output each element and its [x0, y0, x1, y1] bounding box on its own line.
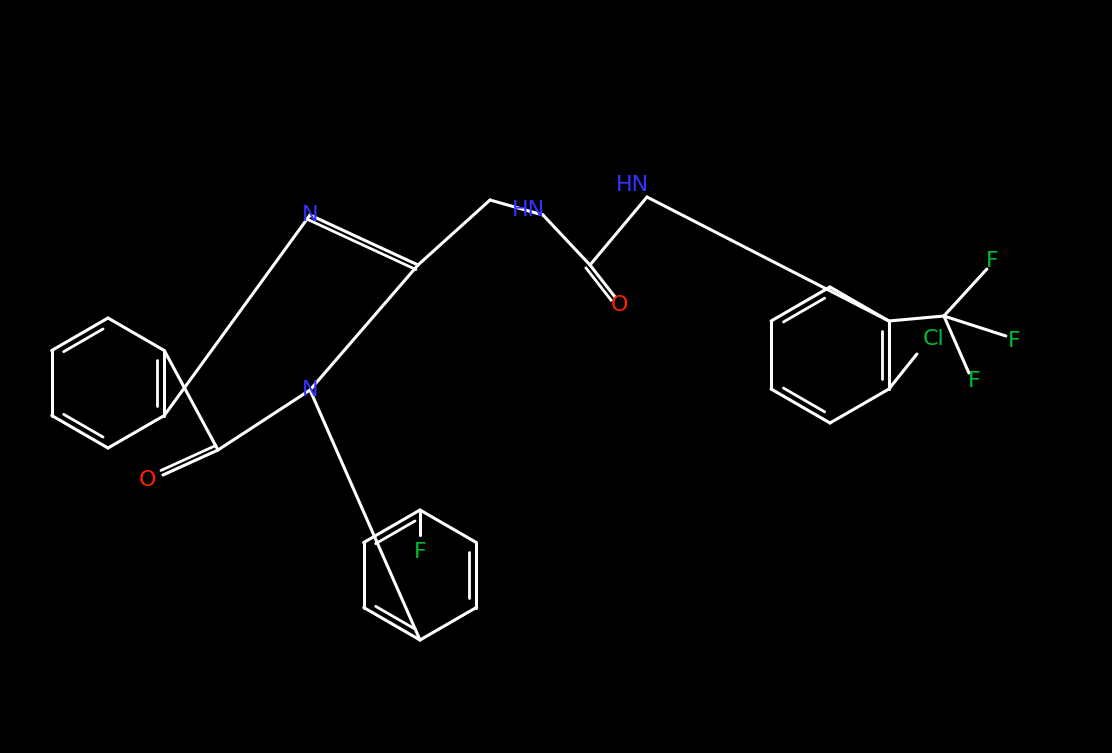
- Text: HN: HN: [615, 175, 648, 195]
- Text: Cl: Cl: [923, 329, 945, 349]
- Text: N: N: [301, 205, 318, 225]
- Text: F: F: [414, 542, 426, 562]
- Text: O: O: [612, 295, 628, 315]
- Text: F: F: [967, 371, 981, 391]
- Text: O: O: [139, 470, 157, 490]
- Text: F: F: [1007, 331, 1021, 351]
- Text: HN: HN: [512, 200, 545, 220]
- Text: F: F: [985, 251, 999, 271]
- Text: N: N: [301, 380, 318, 400]
